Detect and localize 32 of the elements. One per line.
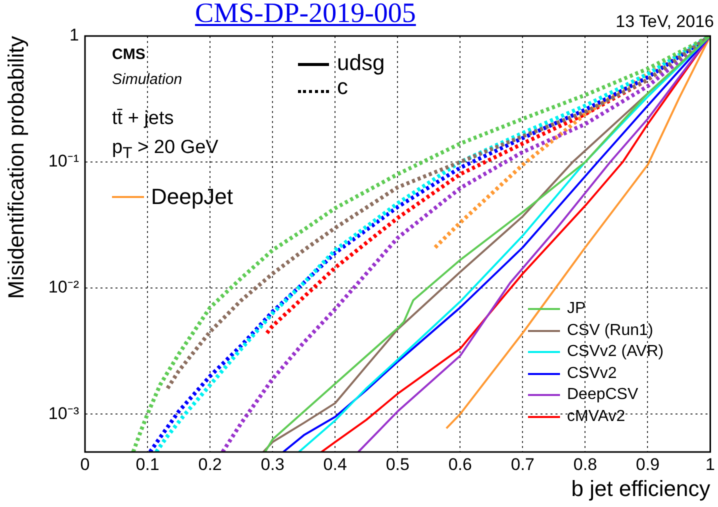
legend-label: DeepCSV (567, 386, 638, 404)
annotation: udsg (337, 50, 385, 75)
annotation: Simulation (112, 71, 182, 88)
y-tick-label: 1 (70, 26, 79, 45)
x-tick-label: 0.9 (636, 454, 660, 474)
annotation: c (337, 74, 348, 99)
y-tick-label: 10⁻² (48, 278, 80, 297)
chart-title: CMS-DP-2019-005 (195, 0, 416, 29)
annotation: p$_{T}$ > 20 GeV (112, 137, 218, 162)
legend-label: DeepJet (151, 184, 233, 209)
annotation: tt̄ + jets (112, 108, 174, 129)
chart-subtitle: 13 TeV, 2016 (616, 12, 714, 31)
x-tick-label: 0.6 (448, 454, 472, 474)
legend-label: cMVAv2 (567, 408, 626, 425)
y-axis-title: Misidentification probability (3, 36, 28, 299)
x-axis-title: b jet efficiency (571, 476, 710, 501)
x-tick-label: 0.2 (198, 454, 222, 474)
x-tick-label: 0.5 (386, 454, 410, 474)
x-tick-label: 0.7 (510, 454, 535, 474)
y-tick-label: 10⁻³ (48, 404, 80, 423)
x-tick-label: 0.1 (136, 454, 160, 474)
x-tick-label: 1 (706, 454, 716, 474)
y-tick-label: 10⁻¹ (48, 152, 80, 171)
x-tick-label: 0 (80, 454, 90, 474)
legend-label: CSVv2 (567, 364, 617, 382)
x-tick-label: 0.3 (260, 454, 284, 474)
legend-label: CSV (Run1) (567, 322, 654, 339)
x-tick-label: 0.4 (323, 454, 347, 474)
legend-label: CSVv2 (AVR) (567, 343, 664, 360)
x-tick-label: 0.8 (573, 454, 598, 474)
legend-label: JP (567, 300, 586, 317)
annotation: CMS (112, 46, 146, 63)
